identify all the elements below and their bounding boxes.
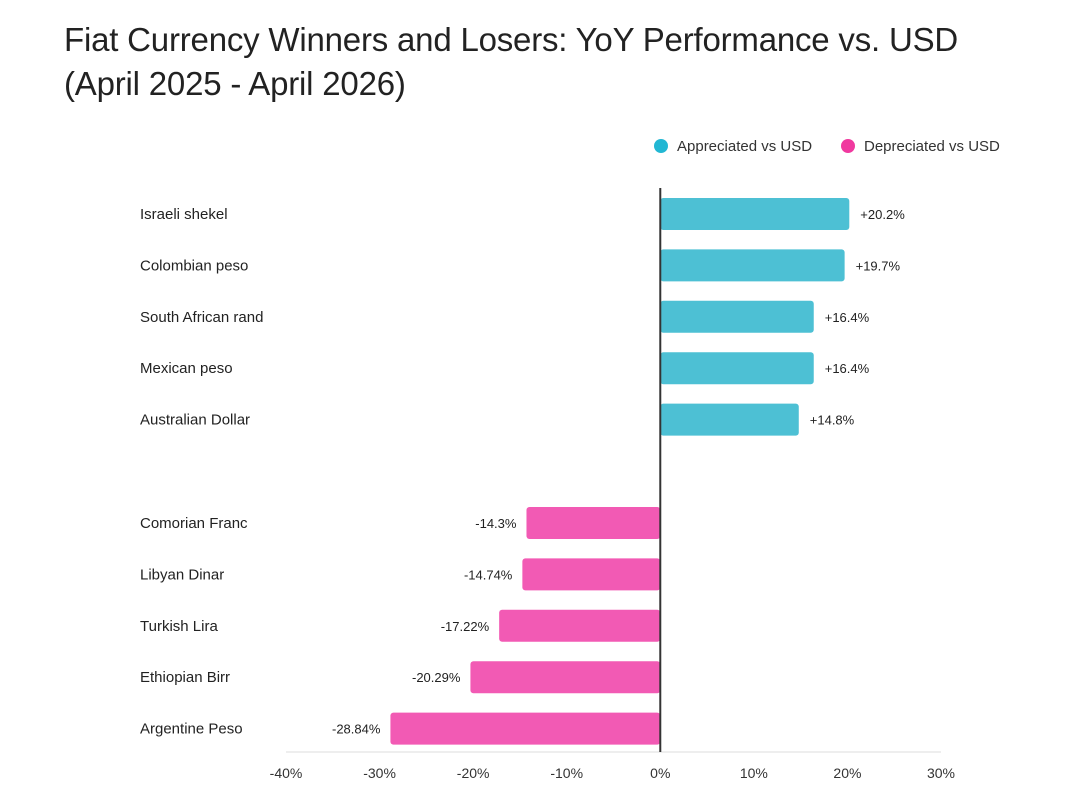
bar-colombian-peso bbox=[660, 249, 845, 282]
category-label-israeli-shekel: Israeli shekel bbox=[140, 206, 228, 223]
x-tick-label-20: 20% bbox=[833, 765, 861, 781]
x-tick-label-0: 0% bbox=[650, 765, 670, 781]
category-label-comorian-franc: Comorian Franc bbox=[140, 515, 248, 532]
value-label-mexican-peso: +16.4% bbox=[825, 361, 870, 376]
bar-ethiopian-birr bbox=[470, 661, 661, 694]
chart-title-line-1: Fiat Currency Winners and Losers: YoY Pe… bbox=[64, 21, 959, 58]
x-tick-label-neg30: -30% bbox=[363, 765, 396, 781]
value-label-colombian-peso: +19.7% bbox=[856, 258, 901, 273]
value-label-israeli-shekel: +20.2% bbox=[860, 207, 905, 222]
legend-marker-depreciated-vs-usd bbox=[841, 139, 855, 153]
value-label-australian-dollar: +14.8% bbox=[810, 413, 855, 428]
category-label-turkish-lira: Turkish Lira bbox=[140, 618, 218, 635]
x-tick-label-10: 10% bbox=[740, 765, 768, 781]
bar-israeli-shekel bbox=[660, 198, 850, 230]
bar-libyan-dinar bbox=[522, 558, 661, 591]
bar-south-african-rand bbox=[660, 300, 814, 333]
bar-mexican-peso bbox=[660, 352, 814, 385]
x-tick-label-neg40: -40% bbox=[270, 765, 303, 781]
value-label-ethiopian-birr: -20.29% bbox=[412, 670, 461, 685]
bar-australian-dollar bbox=[660, 403, 799, 436]
chart-title-line-2: (April 2025 - April 2026) bbox=[64, 65, 406, 102]
category-label-ethiopian-birr: Ethiopian Birr bbox=[140, 669, 230, 686]
x-tick-label-neg20: -20% bbox=[457, 765, 490, 781]
chart-title: Fiat Currency Winners and Losers: YoY Pe… bbox=[64, 18, 1044, 106]
legend-marker-appreciated-vs-usd bbox=[654, 139, 668, 153]
value-label-libyan-dinar: -14.74% bbox=[464, 567, 513, 582]
category-label-libyan-dinar: Libyan Dinar bbox=[140, 566, 224, 583]
category-label-argentine-peso: Argentine Peso bbox=[140, 721, 243, 738]
category-label-australian-dollar: Australian Dollar bbox=[140, 412, 250, 429]
x-tick-label-30: 30% bbox=[927, 765, 955, 781]
legend-label-appreciated-vs-usd: Appreciated vs USD bbox=[677, 138, 812, 155]
category-label-south-african-rand: South African rand bbox=[140, 309, 263, 326]
bar-turkish-lira bbox=[499, 609, 661, 642]
bar-comorian-franc bbox=[526, 507, 661, 539]
legend-label-depreciated-vs-usd: Depreciated vs USD bbox=[864, 138, 1000, 155]
value-label-argentine-peso: -28.84% bbox=[332, 722, 381, 737]
value-label-comorian-franc: -14.3% bbox=[475, 516, 517, 531]
bar-argentine-peso bbox=[390, 712, 661, 745]
value-label-south-african-rand: +16.4% bbox=[825, 310, 870, 325]
value-label-turkish-lira: -17.22% bbox=[441, 619, 490, 634]
category-label-colombian-peso: Colombian peso bbox=[140, 257, 248, 274]
x-tick-label-neg10: -10% bbox=[550, 765, 583, 781]
category-label-mexican-peso: Mexican peso bbox=[140, 360, 233, 377]
